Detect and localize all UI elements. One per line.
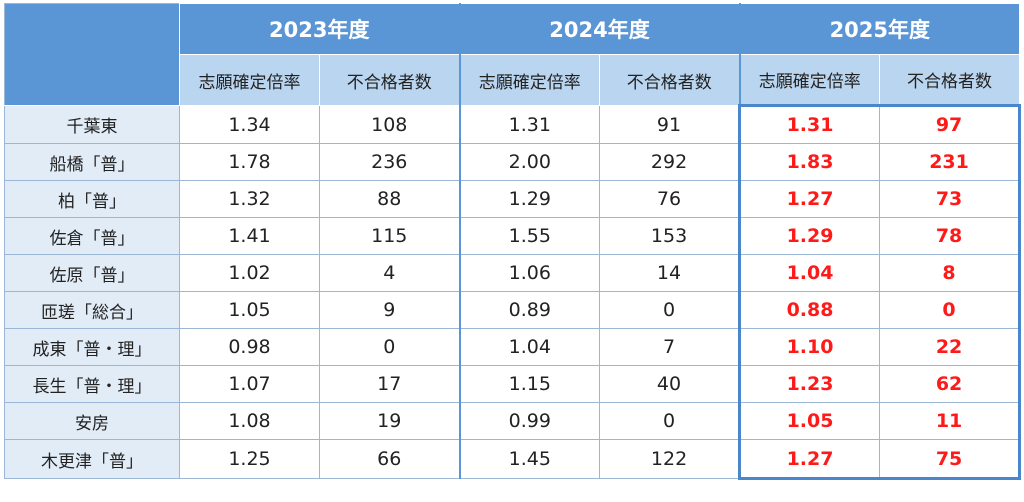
table-row: 木更津「普」 1.25 66 1.45 122 1.27 75 xyxy=(4,439,1022,480)
rejected-count-cell: 62 xyxy=(879,365,1022,403)
subheader-rejected: 不合格者数 xyxy=(879,54,1021,106)
corner-cell xyxy=(4,3,180,106)
subheader-rejected: 不合格者数 xyxy=(599,54,741,106)
rejected-count-cell: 0 xyxy=(599,291,741,329)
rejected-count-cell: 0 xyxy=(879,291,1022,329)
ratio-cell: 1.31 xyxy=(458,105,601,144)
table-row: 成東「普・理」 0.98 0 1.04 7 1.10 22 xyxy=(4,328,1022,366)
table-row: 千葉東 1.34 108 1.31 91 1.31 97 xyxy=(4,104,1022,144)
year-header-2023: 2023年度 xyxy=(178,3,461,55)
school-name-cell: 安房 xyxy=(4,402,180,440)
ratio-cell: 1.02 xyxy=(179,254,320,292)
ratio-cell: 1.23 xyxy=(738,365,881,403)
ratio-cell: 0.98 xyxy=(179,328,320,366)
school-name-cell: 柏「普」 xyxy=(4,180,180,218)
rejected-count-cell: 153 xyxy=(599,217,741,255)
year-header-row: 2023年度 2024年度 2025年度 xyxy=(4,3,1021,106)
ratio-cell: 1.06 xyxy=(458,254,601,292)
rejected-count-cell: 108 xyxy=(318,105,461,144)
ratio-cell: 1.05 xyxy=(179,291,320,329)
ratio-cell: 1.31 xyxy=(738,104,881,144)
table-row: 船橋「普」 1.78 236 2.00 292 1.83 231 xyxy=(4,143,1022,181)
rejected-count-cell: 231 xyxy=(879,143,1022,181)
rejected-count-cell: 17 xyxy=(318,365,461,403)
rejected-count-cell: 22 xyxy=(879,328,1022,366)
rejected-count-cell: 75 xyxy=(879,439,1022,480)
table-row: 佐原「普」 1.02 4 1.06 14 1.04 8 xyxy=(4,254,1022,292)
year-header-2024: 2024年度 xyxy=(458,3,741,55)
rejected-count-cell: 78 xyxy=(879,217,1022,255)
table-row: 匝瑳「総合」 1.05 9 0.89 0 0.88 0 xyxy=(4,291,1022,329)
ratio-cell: 1.45 xyxy=(458,439,601,479)
ratio-cell: 1.32 xyxy=(179,180,320,218)
ratio-cell: 1.10 xyxy=(738,328,881,366)
ratio-cell: 1.29 xyxy=(458,180,601,218)
subheader-row: 志願確定倍率 不合格者数 志願確定倍率 不合格者数 志願確定倍率 不合格者数 xyxy=(5,54,1021,106)
ratio-cell: 1.83 xyxy=(738,143,881,181)
school-name-cell: 成東「普・理」 xyxy=(4,328,180,366)
rejected-count-cell: 4 xyxy=(318,254,461,292)
rejected-count-cell: 292 xyxy=(599,143,741,181)
ratio-cell: 0.89 xyxy=(458,291,601,329)
ratio-cell: 1.34 xyxy=(179,105,320,144)
rejected-count-cell: 11 xyxy=(879,402,1022,440)
school-name-cell: 船橋「普」 xyxy=(4,143,180,181)
rejected-count-cell: 14 xyxy=(599,254,741,292)
school-name-cell: 千葉東 xyxy=(4,105,180,144)
ratio-cell: 1.78 xyxy=(179,143,320,181)
school-name-cell: 佐原「普」 xyxy=(4,254,180,292)
school-name-cell: 長生「普・理」 xyxy=(4,365,180,403)
ratio-cell: 1.55 xyxy=(458,217,601,255)
subheader-rejected: 不合格者数 xyxy=(318,54,461,106)
ratio-cell: 1.27 xyxy=(738,180,881,218)
table-row: 柏「普」 1.32 88 1.29 76 1.27 73 xyxy=(4,180,1022,218)
ratio-cell: 1.15 xyxy=(458,365,601,403)
ratio-cell: 0.99 xyxy=(458,402,601,440)
rejected-count-cell: 0 xyxy=(318,328,461,366)
ratio-cell: 1.07 xyxy=(179,365,320,403)
subheader-ratio: 志願確定倍率 xyxy=(738,54,881,106)
ratio-cell: 1.04 xyxy=(458,328,601,366)
rejected-count-cell: 40 xyxy=(599,365,741,403)
year-header-2025: 2025年度 xyxy=(738,3,1021,55)
ratio-cell: 1.41 xyxy=(179,217,320,255)
school-name-cell: 佐倉「普」 xyxy=(4,217,180,255)
rejected-count-cell: 0 xyxy=(599,402,741,440)
table-row: 安房 1.08 19 0.99 0 1.05 11 xyxy=(4,402,1022,440)
table-body: 千葉東 1.34 108 1.31 91 1.31 97 船橋「普」 1.78 236 2.00 29… xyxy=(4,104,1022,480)
rejected-count-cell: 73 xyxy=(879,180,1022,218)
admission-table: 2023年度 2024年度 2025年度 志願確定倍率 不合格者数 志願確定倍率… xyxy=(4,3,1022,480)
ratio-cell: 1.25 xyxy=(179,439,320,479)
ratio-cell: 0.88 xyxy=(738,291,881,329)
ratio-cell: 1.29 xyxy=(738,217,881,255)
ratio-cell: 1.04 xyxy=(738,254,881,292)
rejected-count-cell: 115 xyxy=(318,217,461,255)
subheader-ratio: 志願確定倍率 xyxy=(179,54,320,106)
table-row: 長生「普・理」 1.07 17 1.15 40 1.23 62 xyxy=(4,365,1022,403)
rejected-count-cell: 97 xyxy=(879,104,1022,144)
rejected-count-cell: 91 xyxy=(599,105,741,144)
table-row: 佐倉「普」 1.41 115 1.55 153 1.29 78 xyxy=(4,217,1022,255)
school-name-cell: 木更津「普」 xyxy=(4,439,180,479)
subheader-ratio: 志願確定倍率 xyxy=(458,54,601,106)
rejected-count-cell: 76 xyxy=(599,180,741,218)
rejected-count-cell: 19 xyxy=(318,402,461,440)
ratio-cell: 1.27 xyxy=(738,439,881,480)
rejected-count-cell: 88 xyxy=(318,180,461,218)
rejected-count-cell: 122 xyxy=(599,439,741,479)
ratio-cell: 2.00 xyxy=(458,143,601,181)
rejected-count-cell: 66 xyxy=(318,439,461,479)
ratio-cell: 1.05 xyxy=(738,402,881,440)
school-name-cell: 匝瑳「総合」 xyxy=(4,291,180,329)
rejected-count-cell: 236 xyxy=(318,143,461,181)
ratio-cell: 1.08 xyxy=(179,402,320,440)
rejected-count-cell: 8 xyxy=(879,254,1022,292)
rejected-count-cell: 7 xyxy=(599,328,741,366)
rejected-count-cell: 9 xyxy=(318,291,461,329)
